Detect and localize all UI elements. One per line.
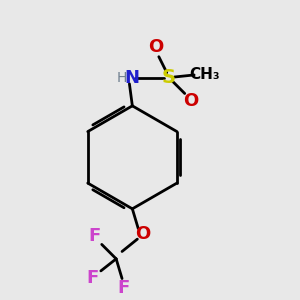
Text: H: H <box>117 71 127 85</box>
Text: O: O <box>148 38 164 56</box>
Text: CH₃: CH₃ <box>190 68 220 82</box>
Text: F: F <box>117 279 130 297</box>
Text: O: O <box>135 225 150 243</box>
Text: N: N <box>125 69 140 87</box>
Text: F: F <box>88 227 100 245</box>
Text: S: S <box>162 68 176 87</box>
Text: O: O <box>184 92 199 110</box>
Text: F: F <box>86 269 99 287</box>
